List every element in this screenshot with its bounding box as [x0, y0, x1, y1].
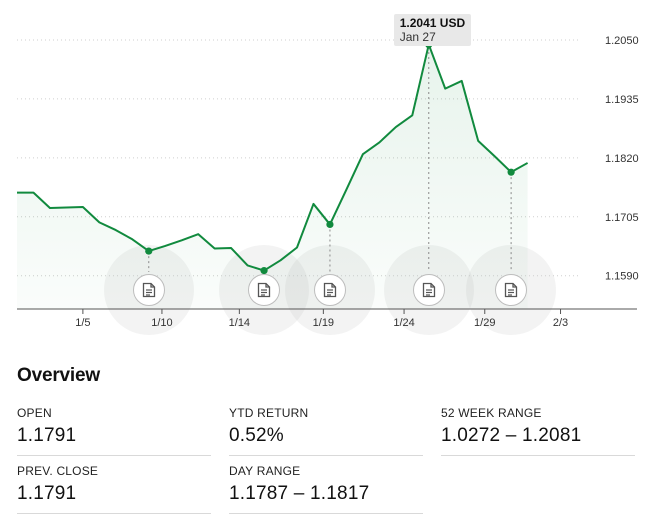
stat-label: OPEN — [17, 406, 52, 420]
area-fill — [17, 44, 528, 310]
stat-value: 1.0272 – 1.2081 — [441, 425, 582, 446]
tooltip-value: 1.2041 USD — [399, 16, 466, 30]
series-line — [17, 43, 529, 272]
tooltip-date: Jan 27 — [399, 30, 436, 44]
document-icon — [142, 282, 155, 298]
divider — [17, 455, 211, 456]
document-icon — [422, 282, 435, 298]
stat-prev-close: PREV. CLOSE 1.1791 — [17, 464, 211, 514]
stat-value: 1.1791 — [17, 425, 77, 446]
price-tooltip: 1.2041 USD Jan 27 — [393, 14, 472, 46]
chart-svg: 1.2050 1.1935 1.1820 1.1705 1.1590 1/5 1/10 1/1… — [17, 35, 639, 329]
document-icon — [323, 282, 337, 298]
y-tick-label: 1.1590 — [605, 271, 639, 283]
y-tick-label: 1.1820 — [605, 153, 639, 165]
stat-value: 1.1787 – 1.1817 — [229, 483, 370, 504]
data-point-marker — [326, 220, 334, 229]
data-point-marker — [507, 168, 515, 176]
y-tick-label: 1.1705 — [605, 212, 639, 224]
x-tick-label: 2/3 — [553, 317, 568, 329]
stat-value: 1.1791 — [17, 483, 77, 504]
news-article-button[interactable] — [313, 274, 346, 306]
stat-ytd-return: YTD RETURN 0.52% — [229, 406, 423, 456]
divider — [229, 455, 423, 456]
divider — [229, 513, 423, 514]
x-tick-label: 1/24 — [393, 317, 414, 329]
stat-value: 0.52% — [229, 425, 284, 446]
x-tick-label: 1/10 — [151, 317, 172, 329]
stat-day-range: DAY RANGE 1.1787 – 1.1817 — [229, 464, 423, 514]
stat-label: YTD RETURN — [229, 406, 309, 420]
news-article-button[interactable] — [132, 274, 165, 306]
stat-label: 52 WEEK RANGE — [441, 406, 542, 420]
overview-title: Overview — [17, 365, 100, 386]
stat-open: OPEN 1.1791 — [17, 406, 211, 456]
news-article-button[interactable] — [495, 274, 528, 306]
divider — [441, 455, 635, 456]
stat-52-week-range: 52 WEEK RANGE 1.0272 – 1.2081 — [441, 406, 635, 456]
data-point-marker — [145, 247, 153, 255]
y-tick-label: 1.1935 — [605, 94, 639, 106]
data-point-marker — [260, 266, 268, 275]
x-tick-label: 1/29 — [474, 317, 495, 329]
y-tick-label: 1.2050 — [605, 35, 639, 47]
news-article-button[interactable] — [412, 274, 445, 306]
price-chart[interactable]: 1.2050 1.1935 1.1820 1.1705 1.1590 1/5 1/10 1/1… — [0, 0, 648, 340]
divider — [17, 513, 211, 514]
news-article-button[interactable] — [248, 274, 281, 306]
document-icon — [504, 282, 518, 298]
x-tick-label: 1/19 — [313, 317, 334, 329]
x-tick-label: 1/14 — [229, 317, 250, 329]
stat-label: PREV. CLOSE — [17, 464, 99, 478]
stat-label: DAY RANGE — [229, 464, 301, 478]
document-icon — [257, 282, 271, 298]
x-tick-label: 1/5 — [75, 317, 90, 329]
